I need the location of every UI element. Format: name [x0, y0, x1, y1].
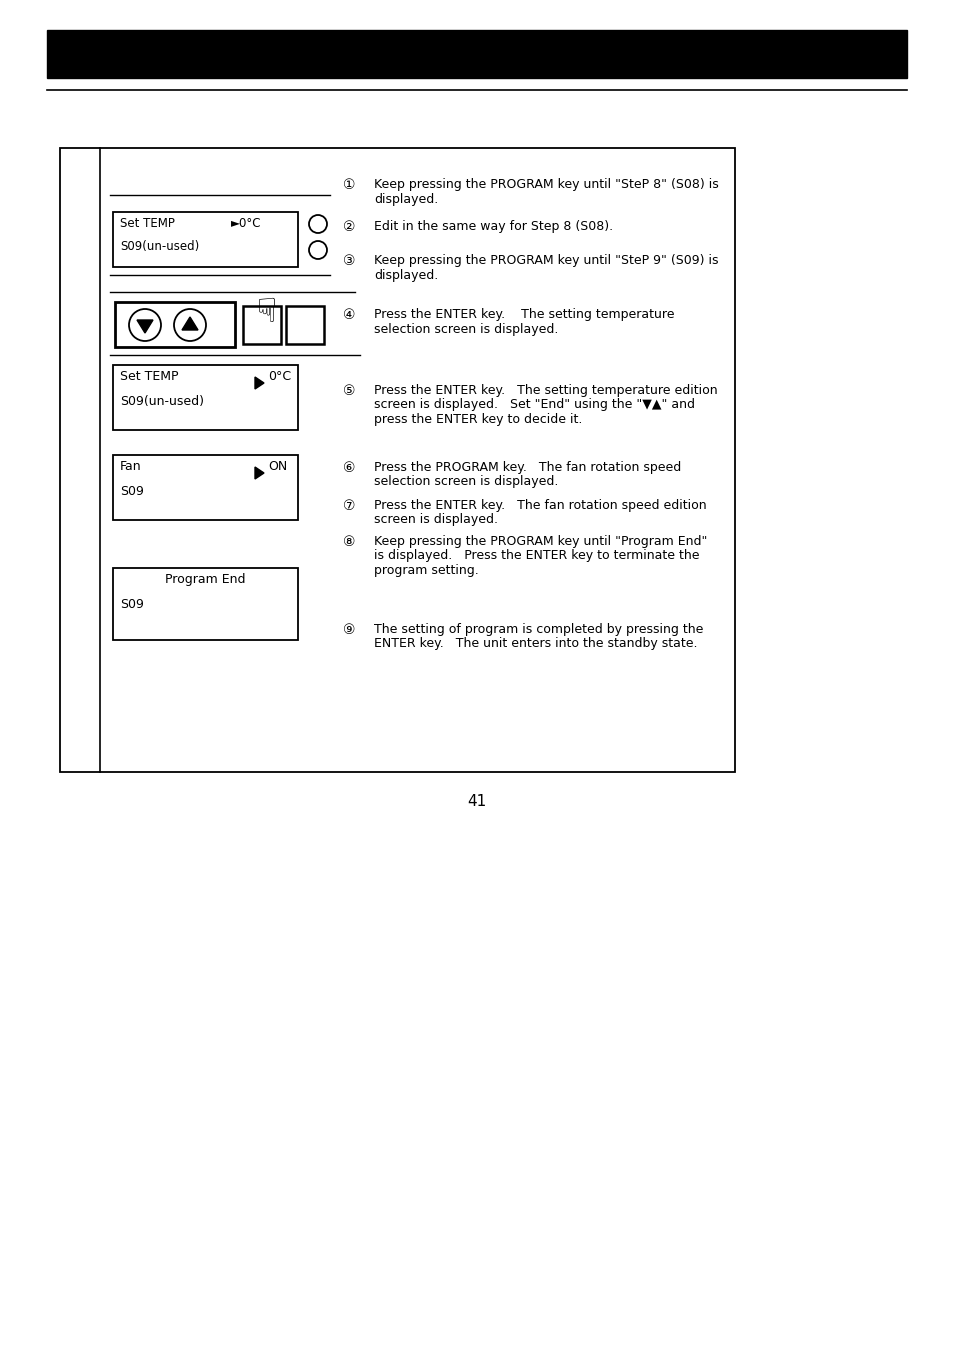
Text: Program End: Program End	[165, 572, 246, 586]
Text: ③: ③	[343, 254, 355, 269]
Text: Press the ENTER key.   The setting temperature edition: Press the ENTER key. The setting tempera…	[374, 383, 717, 397]
Text: S09(un-used): S09(un-used)	[120, 240, 199, 252]
Polygon shape	[254, 377, 264, 389]
Text: displayed.: displayed.	[374, 193, 437, 205]
Text: ⑤: ⑤	[343, 383, 355, 398]
Text: 41: 41	[467, 795, 486, 810]
Bar	[112, 455, 297, 520]
Polygon shape	[137, 320, 152, 333]
Text: Press the ENTER key.    The setting temperature: Press the ENTER key. The setting tempera…	[374, 308, 674, 321]
Text: selection screen is displayed.: selection screen is displayed.	[374, 323, 558, 336]
Text: S09(un-used): S09(un-used)	[120, 396, 204, 408]
Text: press the ENTER key to decide it.: press the ENTER key to decide it.	[374, 413, 581, 427]
Polygon shape	[182, 317, 198, 329]
Bar	[243, 306, 281, 344]
Text: ⑥: ⑥	[343, 460, 355, 475]
Text: S09: S09	[120, 598, 144, 612]
Polygon shape	[254, 467, 264, 479]
Text: The setting of program is completed by pressing the: The setting of program is completed by p…	[374, 622, 702, 636]
Text: Fan: Fan	[120, 460, 141, 472]
Text: ⑨: ⑨	[343, 622, 355, 637]
Text: Press the ENTER key.   The fan rotation speed edition: Press the ENTER key. The fan rotation sp…	[374, 500, 706, 512]
Text: ②: ②	[343, 220, 355, 234]
Text: Set TEMP: Set TEMP	[120, 217, 174, 230]
Text: displayed.: displayed.	[374, 269, 437, 282]
Text: ⑦: ⑦	[343, 500, 355, 513]
Text: ☞: ☞	[244, 296, 277, 325]
Bar	[112, 364, 297, 431]
Text: screen is displayed.   Set "End" using the "▼▲" and: screen is displayed. Set "End" using the…	[374, 398, 695, 412]
Text: 0°C: 0°C	[268, 370, 291, 383]
Text: selection screen is displayed.: selection screen is displayed.	[374, 475, 558, 489]
Text: program setting.: program setting.	[374, 564, 478, 576]
Bar	[47, 30, 906, 78]
Text: ①: ①	[343, 178, 355, 192]
Text: ENTER key.   The unit enters into the standby state.: ENTER key. The unit enters into the stan…	[374, 637, 697, 651]
Text: is displayed.   Press the ENTER key to terminate the: is displayed. Press the ENTER key to ter…	[374, 549, 699, 563]
Bar	[286, 306, 324, 344]
Text: S09: S09	[120, 485, 144, 498]
Text: ON: ON	[268, 460, 287, 472]
Text: screen is displayed.: screen is displayed.	[374, 513, 497, 526]
Text: Keep pressing the PROGRAM key until "Program End": Keep pressing the PROGRAM key until "Pro…	[374, 535, 706, 548]
Bar	[112, 568, 297, 640]
Text: ⑧: ⑧	[343, 535, 355, 549]
Text: Set TEMP: Set TEMP	[120, 370, 178, 383]
Text: Edit in the same way for Step 8 (S08).: Edit in the same way for Step 8 (S08).	[374, 220, 613, 234]
Text: Keep pressing the PROGRAM key until "SteP 8" (S08) is: Keep pressing the PROGRAM key until "Ste…	[374, 178, 718, 190]
Text: ④: ④	[343, 308, 355, 323]
Text: ►0°C: ►0°C	[231, 217, 261, 230]
Text: Keep pressing the PROGRAM key until "SteP 9" (S09) is: Keep pressing the PROGRAM key until "Ste…	[374, 254, 718, 267]
Text: Press the PROGRAM key.   The fan rotation speed: Press the PROGRAM key. The fan rotation …	[374, 460, 680, 474]
Bar	[115, 302, 234, 347]
Bar	[112, 212, 297, 267]
Bar	[60, 148, 734, 772]
